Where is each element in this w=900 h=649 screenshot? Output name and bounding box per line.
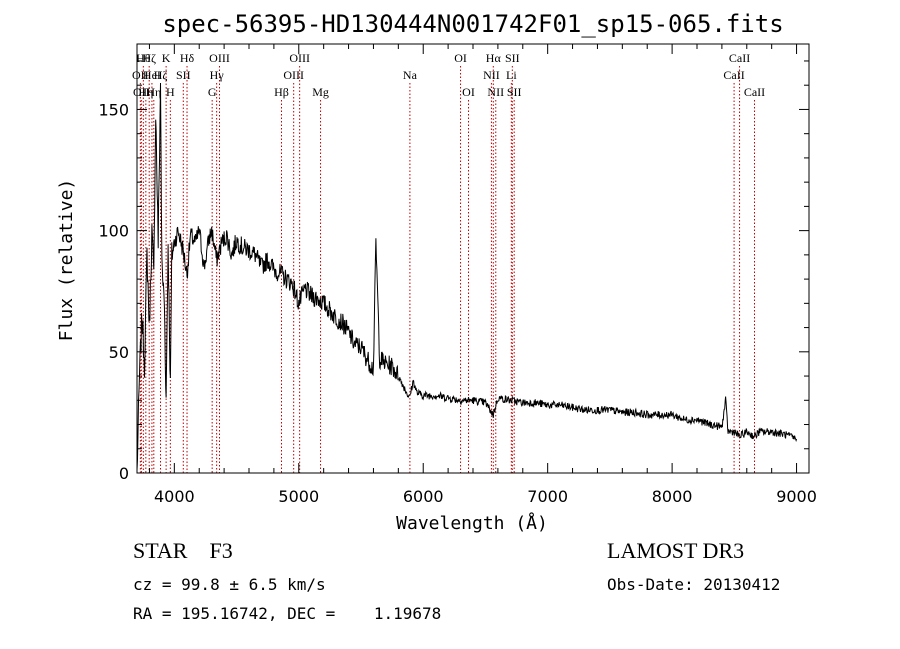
x-tick-label: 8000: [652, 487, 693, 506]
redshift-value: cz = 99.8 ± 6.5 km/s: [133, 575, 326, 594]
line-label: OI: [462, 85, 475, 99]
line-label: H: [166, 85, 175, 99]
x-tick-label: 6000: [403, 487, 444, 506]
x-tick-label: 4000: [154, 487, 195, 506]
line-label: G: [208, 85, 217, 99]
line-label: Hθ: [136, 51, 151, 65]
line-label: OIII: [209, 51, 230, 65]
line-label: CaII: [744, 85, 765, 99]
line-label: Hζ: [142, 51, 156, 65]
line-label: K: [162, 51, 171, 65]
line-label: CaII: [729, 51, 750, 65]
line-label: OIII: [289, 51, 310, 65]
line-label: NII: [487, 85, 504, 99]
line-label: Li: [506, 68, 517, 82]
line-label: OI: [454, 51, 467, 65]
plot-frame: [136, 43, 810, 474]
line-label: Hζ: [154, 68, 168, 82]
line-label: Hη: [138, 85, 153, 99]
spectrum-series: [136, 82, 798, 471]
y-tick-label: 0: [119, 464, 129, 483]
x-axis-label: Wavelength (Å): [396, 512, 548, 534]
line-label: Hη: [146, 85, 161, 99]
y-tick-label: 100: [98, 222, 129, 241]
line-label: OII: [132, 68, 149, 82]
line-label: Na: [403, 68, 418, 82]
y-tick-label: 150: [98, 100, 129, 119]
line-label: SII: [505, 51, 520, 65]
line-label: CaII: [723, 68, 744, 82]
line-label: Mg: [312, 85, 329, 99]
x-tick-label: 5000: [278, 487, 319, 506]
survey-name: LAMOST DR3: [607, 538, 745, 563]
line-label: Hα: [486, 51, 502, 65]
y-axis-label: Flux (relative): [56, 179, 77, 342]
coordinates: RA = 195.16742, DEC = 1.19678: [133, 604, 442, 623]
line-label: NII: [483, 68, 500, 82]
line-label: Hγ: [210, 68, 225, 82]
axis-ticks: 4000 5000 6000 7000 8000 9000 0 50 100 150: [98, 44, 817, 506]
spectrum-line: [136, 82, 798, 471]
emission-line-markers: [139, 66, 755, 473]
line-label: Hδ: [180, 51, 195, 65]
x-tick-label: 7000: [527, 487, 568, 506]
x-tick-label: 9000: [776, 487, 817, 506]
line-label: SII: [176, 68, 191, 82]
observation-date: Obs-Date: 20130412: [607, 575, 781, 594]
line-label: HeI: [143, 68, 161, 82]
y-tick-label: 50: [109, 343, 129, 362]
object-class: STAR F3: [133, 538, 233, 563]
line-label: SII: [507, 85, 522, 99]
line-label: OIII: [283, 68, 304, 82]
line-label: Hβ: [274, 85, 289, 99]
emission-line-labels: OIIOIIHθHηHζHeIHηHζKHSIIHδGHγOIIIHβOIIIO…: [132, 51, 765, 99]
chart-title: spec-56395-HD130444N001742F01_sp15-065.f…: [162, 10, 783, 38]
